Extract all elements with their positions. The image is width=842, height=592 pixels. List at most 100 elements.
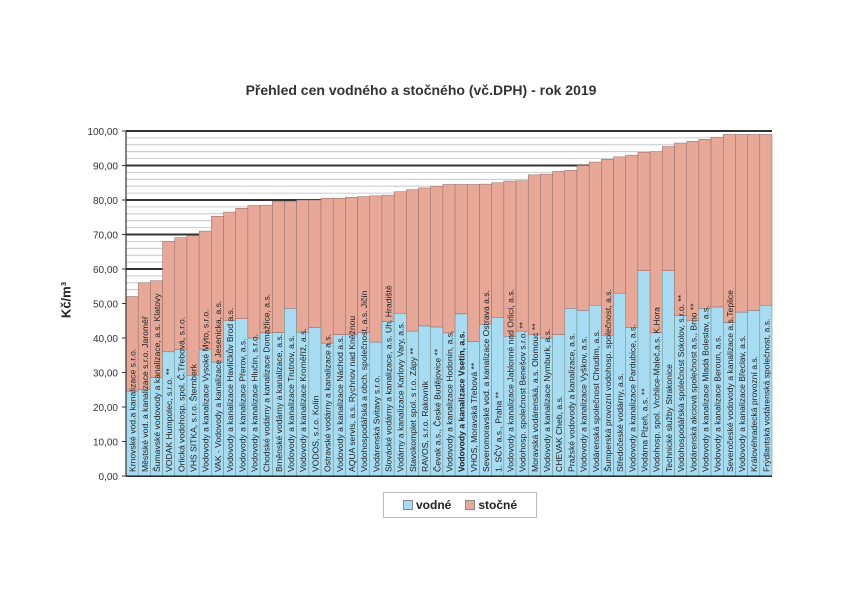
y-tick-label: 60,00 (93, 265, 118, 276)
bar-stocne (345, 196, 358, 335)
bar-stocne (637, 152, 651, 271)
category-label: Krnovské vod.a kanalizace s.r.o. (128, 349, 138, 472)
bar-stocne (625, 154, 639, 328)
category-label: Vodovody a kanalizace Hlučín, s.r.o. (249, 334, 259, 472)
y-tick-label: 80,00 (93, 196, 118, 207)
y-tick-label: 70,00 (93, 231, 118, 242)
category-label: RAVOS, s.r.o. Rakovník (420, 380, 430, 472)
category-label: AQUA servis, a.s. Rychnov nad Kněžnou (347, 316, 357, 472)
category-label: Vodovody a kanalizace Beroun, a.s. (713, 335, 723, 472)
category-label: Městské vod. a kanalizace s.r.o. Jaroměř (140, 315, 150, 472)
bar-stocne (247, 205, 261, 339)
category-label: Vodárenská Svitavy s.r.o. (371, 376, 381, 473)
bar-stocne (735, 134, 748, 313)
bar-stocne (515, 180, 529, 332)
bar-stocne (686, 141, 700, 321)
category-label: Vodohosp. spol. Vrchlice-Maleč,a.s. K.Ho… (652, 307, 662, 472)
category-label: VAK - Vodovody a kanalizace Jesenicka, a… (213, 301, 223, 472)
chart-title: Přehled cen vodného a stočného (vč.DPH) … (245, 82, 597, 98)
category-label: Severočeské vodovody a kanalizace a.s.Te… (725, 290, 735, 472)
category-label: Vodohospodářská a obch. společnost, a.s.… (359, 290, 369, 472)
bar-stocne (442, 184, 456, 334)
bar-stocne (662, 146, 675, 271)
category-label: Moravská vodárenská, a.s. Olomouc ** (530, 323, 540, 472)
category-label: Šumavské vodovody a kanalizace, a.s. Kla… (152, 293, 162, 472)
bar-stocne (698, 139, 712, 309)
bar-stocne (284, 201, 297, 309)
category-label: Vodovody a kanalizace Vsetín, a.s. (457, 331, 467, 472)
bar-stocne (649, 151, 663, 334)
bars (125, 134, 773, 477)
category-label: Vodohosp. společnost Benešov s.r.o. ** (518, 321, 528, 472)
category-label: Královéhradecká provozní a.s. (749, 356, 759, 472)
category-label: Vodárna Plzeň, a.s. ** (640, 388, 650, 472)
category-label: Orlická vodohosp. spol. Č.Třebová, s.r.o… (176, 317, 186, 472)
bar-stocne (552, 171, 566, 335)
bar-stocne (162, 241, 176, 353)
y-tick-label: 20,00 (93, 403, 118, 414)
legend-item-vodne: vodné (402, 498, 452, 512)
y-tick-label: 0,00 (99, 472, 119, 483)
category-label: Vodovody a kanalizace Vysoké Mýto, s.r.o… (201, 309, 211, 472)
category-label: Vodovody a kanalizace Mladá Boleslav, a.… (700, 305, 710, 472)
category-label: CHEVAK Cheb, a.s. (554, 396, 564, 472)
category-label: Vodovody a kanalizace Břeclav, a.s. (737, 335, 747, 472)
bar-stocne (235, 208, 249, 319)
bar-stocne (454, 184, 468, 315)
bar-stocne (296, 199, 310, 333)
bar-stocne (418, 187, 431, 327)
legend-label-stocne: stočné (478, 498, 518, 512)
bar-stocne (564, 170, 578, 309)
category-label: Vodárenská akciová společnost a.s., Brno… (688, 303, 698, 472)
category-label: Vodovody a kanalizace Náchod a.s. (335, 336, 345, 472)
category-labels: Krnovské vod.a kanalizace s.r.o. Městské … (128, 285, 772, 472)
category-label: VODOS, s.r.o. Kolín (310, 395, 320, 472)
legend-swatch-vodne (402, 500, 413, 510)
category-label: VHS SITKA, s.r.o. Šternberk (189, 363, 199, 472)
category-label: Vodárny a kanalizace Karlovy Vary, a.s. (396, 322, 406, 472)
category-label: Čevak a.s., České Budějovice ** (432, 348, 442, 472)
bar-stocne (747, 134, 761, 311)
bar-stocne (406, 189, 419, 332)
category-label: VHOS, Moravská Třebová ** (469, 362, 479, 472)
category-label: Chodské vodárny a kanalizace Domažlice, … (262, 294, 272, 472)
category-label: Vodovody a kanalizace Vyškov, a.s. (579, 336, 589, 472)
category-label: Vodovody a kanalizace Kroměříž, a.s. (298, 328, 308, 472)
y-tick-label: 40,00 (93, 334, 118, 345)
category-label: Vodovody a kanalizace Havlíčkův Brod a.s… (225, 308, 235, 472)
y-tick-label: 30,00 (93, 369, 118, 380)
category-label: Frýdlantská vodárenská společnost, a.s. (761, 319, 771, 472)
bar-stocne (332, 198, 346, 335)
axes (125, 131, 772, 477)
category-label: Vodohospodářská společnost Sokolov, s.r.… (676, 294, 686, 472)
y-tick-label: 50,00 (93, 300, 118, 311)
bar-stocne (320, 198, 334, 344)
legend: vodné stočné (383, 492, 537, 518)
category-label: Slovácké vodárny a kanalizace, a.s. Uh. … (384, 285, 394, 472)
bar-stocne (710, 136, 724, 308)
legend-item-stocne: stočné (465, 498, 517, 512)
bar-stocne (223, 211, 236, 321)
y-tick-label: 90,00 (93, 162, 118, 173)
bar-stocne (540, 173, 553, 339)
category-label: Stavokomplet spol. s r.o. Zápy ** (408, 347, 418, 472)
category-label: Vodovody a kanalizace Jablonné nad Orlic… (505, 289, 515, 472)
bar-stocne (527, 174, 541, 335)
category-label: Brněnské vodárny a kanalizace, a.s. (274, 334, 284, 472)
category-label: Šumperská provozní vodohosp. společnost,… (603, 289, 613, 472)
y-tick-label: 10,00 (93, 438, 118, 449)
bar-stocne (186, 235, 200, 376)
category-label: Vodovody a kanalizace Nymburk, a.s. (542, 329, 552, 472)
bar-stocne (491, 182, 505, 318)
category-label: VODAK Humpolec, s.r.o. ** (164, 368, 174, 472)
bar-stocne (467, 184, 480, 342)
bar-stocne (369, 195, 383, 343)
category-label: Ostravské vodárny a kanalizace a.s. (323, 334, 333, 472)
category-label: Vodovody a kanalizace Přerov, a.s. (237, 338, 247, 472)
y-axis-ticks: 0,00 10,00 20,00 30,00 40,00 50,00 60,00 70,00 8… (87, 127, 126, 483)
category-label: Vodárenská společnost Chrudim, a.s. (591, 330, 601, 472)
legend-label-vodne: vodné (415, 498, 452, 512)
y-tick-label: 100,00 (87, 127, 118, 138)
bar-stocne (759, 134, 773, 306)
legend-swatch-stocne (465, 500, 476, 510)
